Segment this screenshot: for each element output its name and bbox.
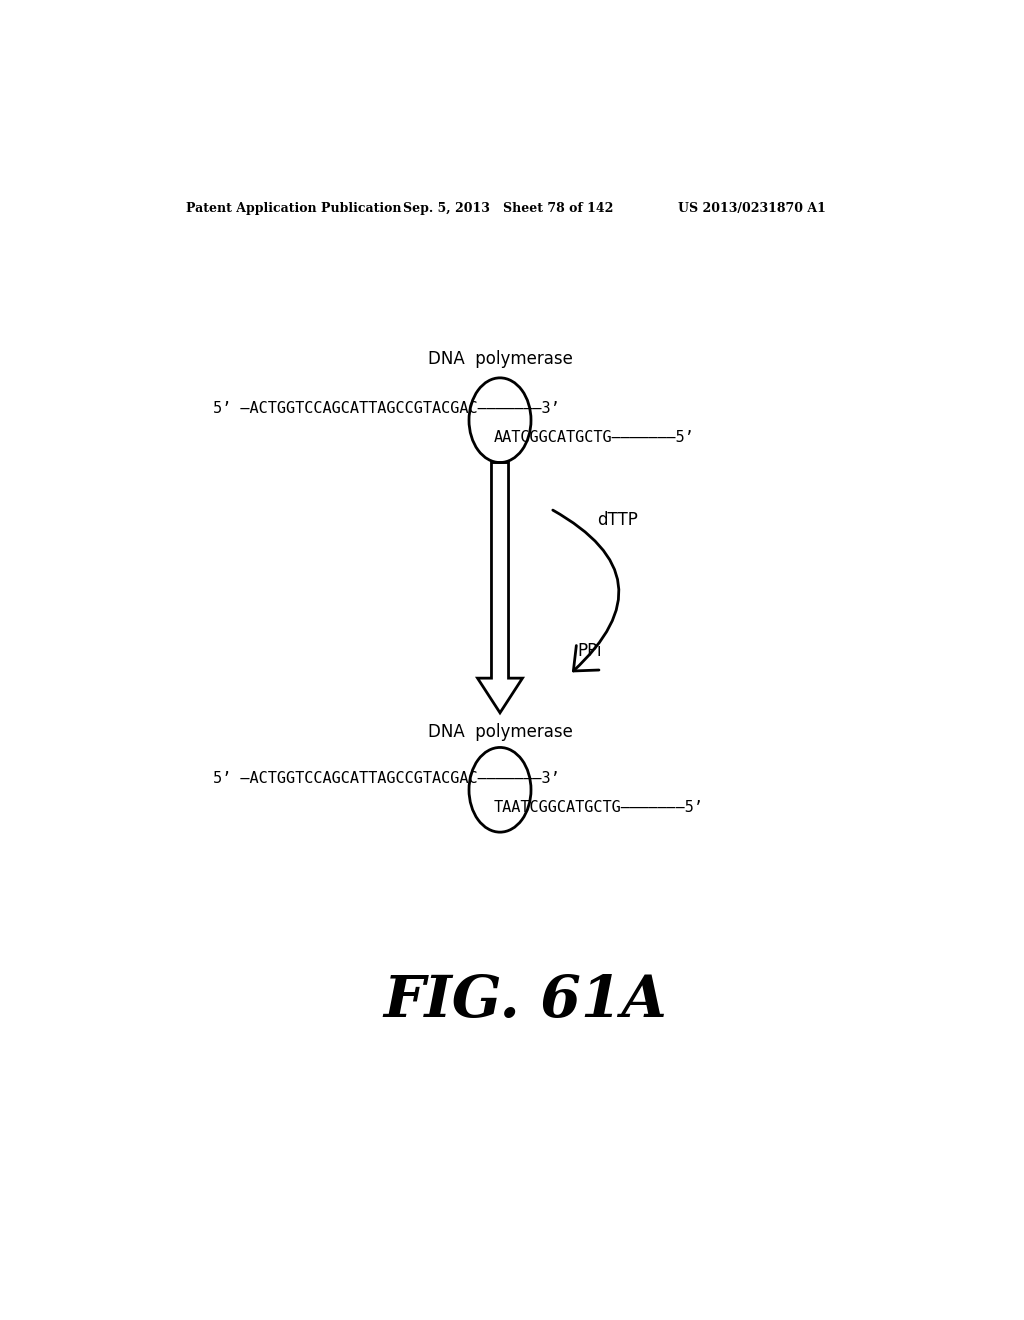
Text: Sep. 5, 2013   Sheet 78 of 142: Sep. 5, 2013 Sheet 78 of 142 bbox=[403, 202, 613, 215]
Text: dTTP: dTTP bbox=[597, 511, 638, 529]
Text: PPi: PPi bbox=[578, 643, 602, 660]
Text: DNA  polymerase: DNA polymerase bbox=[428, 350, 572, 367]
Text: 5’ –ACTGGTCCAGCATTAGCCGTACGAC–––––––3’: 5’ –ACTGGTCCAGCATTAGCCGTACGAC–––––––3’ bbox=[213, 771, 560, 785]
Text: FIG. 61A: FIG. 61A bbox=[383, 973, 667, 1030]
Text: US 2013/0231870 A1: US 2013/0231870 A1 bbox=[678, 202, 826, 215]
Text: DNA  polymerase: DNA polymerase bbox=[428, 723, 572, 741]
Text: Patent Application Publication: Patent Application Publication bbox=[186, 202, 401, 215]
FancyArrowPatch shape bbox=[553, 510, 618, 671]
Polygon shape bbox=[477, 462, 522, 713]
Text: AATCGGCATGCTG–––––––5’: AATCGGCATGCTG–––––––5’ bbox=[494, 429, 694, 445]
Text: TAATCGGCATGCTG–––––––5’: TAATCGGCATGCTG–––––––5’ bbox=[494, 800, 703, 814]
Text: 5’ –ACTGGTCCAGCATTAGCCGTACGAC–––––––3’: 5’ –ACTGGTCCAGCATTAGCCGTACGAC–––––––3’ bbox=[213, 401, 560, 416]
